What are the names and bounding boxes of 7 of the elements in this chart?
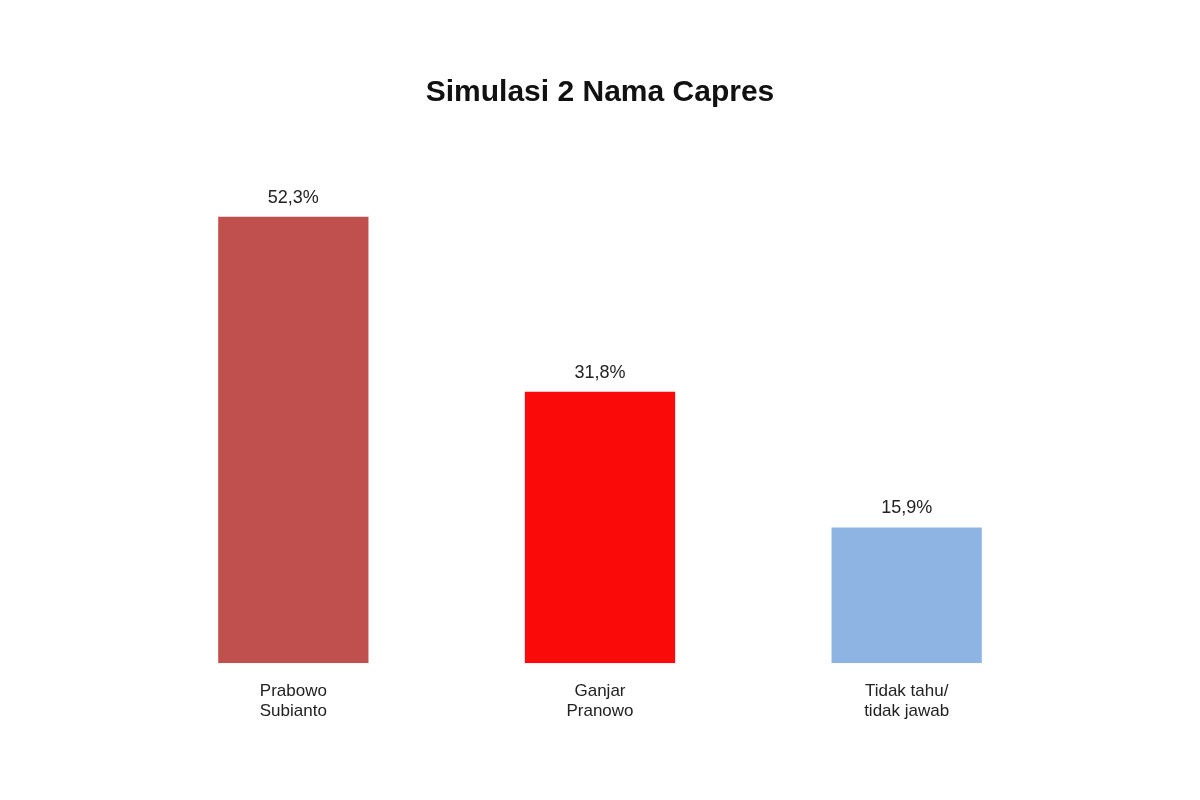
x-tick-label: Tidak tahu/ tidak jawab [864, 681, 950, 721]
x-tick-label: Prabowo Subianto [259, 681, 327, 721]
x-tick-label: Ganjar Pranowo [566, 681, 634, 721]
data-label: 15,9% [881, 497, 933, 518]
chart-title: Simulasi 2 Nama Capres [425, 74, 775, 108]
data-label: 52,3% [267, 186, 319, 207]
data-label: 31,8% [574, 361, 626, 382]
